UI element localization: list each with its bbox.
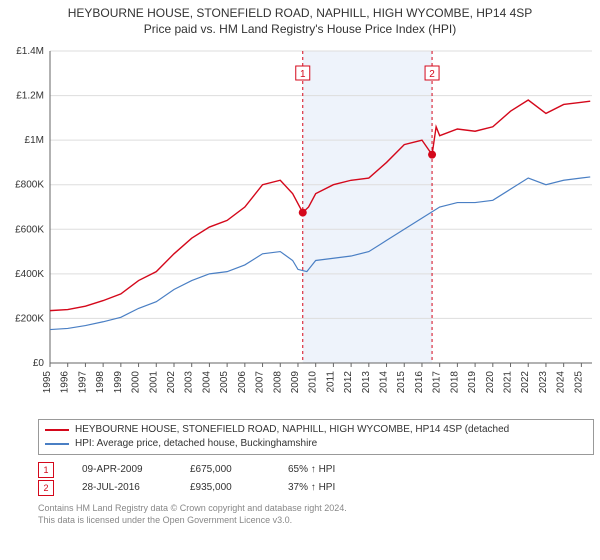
sale-price: £675,000 [190, 461, 260, 479]
svg-text:£1.4M: £1.4M [16, 46, 44, 57]
title-line-2: Price paid vs. HM Land Registry's House … [144, 22, 456, 36]
svg-text:1998: 1998 [95, 371, 106, 394]
title-line-1: HEYBOURNE HOUSE, STONEFIELD ROAD, NAPHIL… [68, 6, 533, 20]
chart-container: HEYBOURNE HOUSE, STONEFIELD ROAD, NAPHIL… [0, 0, 600, 531]
svg-text:2001: 2001 [148, 371, 159, 394]
sale-price: £935,000 [190, 479, 260, 497]
sale-marker-icon: 2 [38, 480, 54, 496]
legend-row: HEYBOURNE HOUSE, STONEFIELD ROAD, NAPHIL… [45, 423, 587, 437]
svg-text:2009: 2009 [290, 371, 301, 394]
svg-text:2006: 2006 [237, 371, 248, 394]
svg-text:2023: 2023 [538, 371, 549, 394]
svg-text:£0: £0 [33, 358, 45, 369]
sale-date: 28-JUL-2016 [82, 479, 162, 497]
legend-label: HEYBOURNE HOUSE, STONEFIELD ROAD, NAPHIL… [75, 423, 509, 437]
svg-text:2013: 2013 [361, 371, 372, 394]
svg-text:£400K: £400K [15, 269, 44, 280]
svg-text:2012: 2012 [343, 371, 354, 394]
svg-text:2003: 2003 [184, 371, 195, 394]
svg-text:1: 1 [300, 69, 306, 80]
svg-text:2005: 2005 [219, 371, 230, 394]
svg-text:£200K: £200K [15, 314, 44, 325]
legend-swatch [45, 429, 69, 431]
svg-text:2004: 2004 [201, 371, 212, 394]
svg-text:2017: 2017 [432, 371, 443, 394]
svg-text:2025: 2025 [573, 371, 584, 394]
chart-title: HEYBOURNE HOUSE, STONEFIELD ROAD, NAPHIL… [4, 6, 596, 37]
svg-text:2020: 2020 [485, 371, 496, 394]
svg-text:£1M: £1M [25, 135, 44, 146]
svg-text:2007: 2007 [255, 371, 266, 394]
svg-text:2: 2 [429, 69, 435, 80]
svg-text:£800K: £800K [15, 180, 44, 191]
svg-text:£1.2M: £1.2M [16, 91, 44, 102]
svg-text:2014: 2014 [379, 371, 390, 394]
legend-row: HPI: Average price, detached house, Buck… [45, 437, 587, 451]
svg-text:£600K: £600K [15, 224, 44, 235]
sale-marker-icon: 1 [38, 462, 54, 478]
svg-text:2016: 2016 [414, 371, 425, 394]
legend-label: HPI: Average price, detached house, Buck… [75, 437, 317, 451]
svg-text:2010: 2010 [308, 371, 319, 394]
svg-text:1996: 1996 [60, 371, 71, 394]
svg-text:2021: 2021 [503, 371, 514, 394]
svg-text:1995: 1995 [42, 371, 53, 394]
svg-text:2018: 2018 [449, 371, 460, 394]
svg-text:2024: 2024 [556, 371, 567, 394]
sale-delta: 65% ↑ HPI [288, 461, 335, 479]
svg-text:2019: 2019 [467, 371, 478, 394]
footnote-line: Contains HM Land Registry data © Crown c… [38, 503, 347, 513]
footnote-line: This data is licensed under the Open Gov… [38, 515, 292, 525]
sale-row: 2 28-JUL-2016 £935,000 37% ↑ HPI [38, 479, 596, 497]
svg-text:2015: 2015 [396, 371, 407, 394]
sale-date: 09-APR-2009 [82, 461, 162, 479]
legend: HEYBOURNE HOUSE, STONEFIELD ROAD, NAPHIL… [38, 419, 594, 455]
svg-text:2022: 2022 [520, 371, 531, 394]
svg-text:2000: 2000 [131, 371, 142, 394]
sale-row: 1 09-APR-2009 £675,000 65% ↑ HPI [38, 461, 596, 479]
svg-text:1999: 1999 [113, 371, 124, 394]
line-chart: £0 £200K £400K £600K £800K £1M £1.2M £1.4M 1995 1… [4, 43, 596, 413]
chart-svg: £0 £200K £400K £600K £800K £1M £1.2M £1.4M 1995 1… [4, 43, 596, 413]
svg-text:2002: 2002 [166, 371, 177, 394]
svg-text:2008: 2008 [272, 371, 283, 394]
sale-delta: 37% ↑ HPI [288, 479, 335, 497]
footnote: Contains HM Land Registry data © Crown c… [38, 503, 596, 526]
svg-text:2011: 2011 [325, 371, 336, 393]
svg-text:1997: 1997 [77, 371, 88, 394]
sales-table: 1 09-APR-2009 £675,000 65% ↑ HPI 2 28-JU… [38, 461, 596, 497]
legend-swatch [45, 443, 69, 445]
